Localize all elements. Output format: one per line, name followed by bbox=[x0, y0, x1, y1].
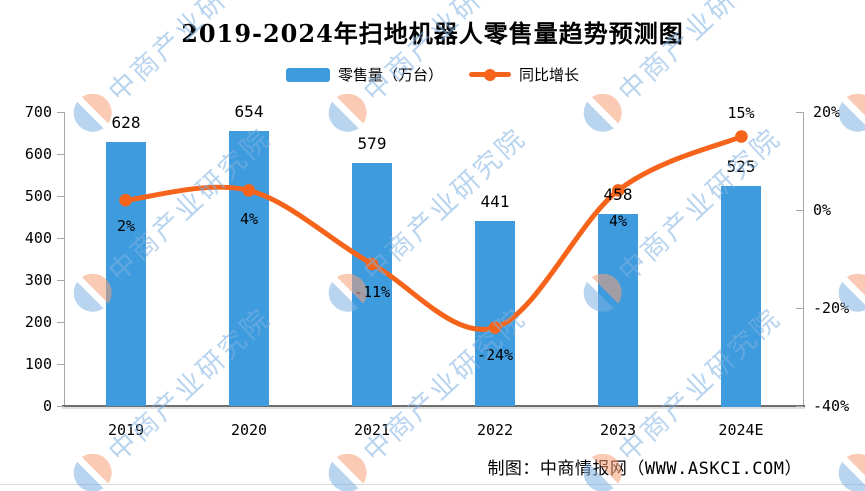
growth-line bbox=[123, 134, 744, 332]
value-label-2020: 654 bbox=[234, 102, 264, 121]
left-axis-tick-label: 500 bbox=[24, 187, 52, 205]
bar-2022 bbox=[475, 221, 515, 406]
left-axis-tick-label: 100 bbox=[24, 355, 52, 373]
bar-2020 bbox=[229, 131, 269, 406]
x-axis-label-2021: 2021 bbox=[353, 421, 391, 439]
left-axis-tick-label: 200 bbox=[24, 313, 52, 331]
right-axis-tick-label: -40% bbox=[813, 397, 850, 415]
right-axis-tick-label: 0% bbox=[813, 201, 832, 219]
right-axis-tick-label: 20% bbox=[813, 103, 841, 121]
legend-item-retail-volume[interactable]: 零售量（万台） bbox=[285, 64, 443, 85]
pct-label-2019: 2% bbox=[116, 217, 136, 235]
watermark-logo-icon bbox=[838, 453, 865, 491]
left-axis-tick bbox=[57, 322, 64, 323]
chart-title: 2019-2024年扫地机器人零售量趋势预测图 bbox=[181, 19, 684, 48]
right-axis-tick-label: -20% bbox=[813, 299, 850, 317]
left-axis-line bbox=[64, 112, 65, 406]
pct-label-2022: -24% bbox=[476, 346, 514, 364]
legend-label-yoy-growth: 同比增长 bbox=[519, 66, 580, 84]
x-axis-line bbox=[62, 405, 805, 407]
left-axis-tick bbox=[57, 280, 64, 281]
bar-2024E bbox=[721, 186, 761, 407]
left-axis-tick bbox=[57, 364, 64, 365]
watermark-logo-icon bbox=[328, 93, 367, 132]
right-axis-tick bbox=[796, 112, 803, 113]
watermark-logo-icon bbox=[73, 453, 112, 491]
line-series-swatch-icon bbox=[469, 68, 511, 81]
chart-legend: 零售量（万台） 同比增长 bbox=[0, 64, 865, 85]
value-label-2022: 441 bbox=[480, 192, 510, 211]
right-axis-line bbox=[803, 112, 804, 406]
watermark-logo-icon bbox=[583, 93, 622, 132]
left-axis-tick-label: 0 bbox=[42, 397, 52, 415]
left-axis-tick bbox=[57, 112, 64, 113]
left-axis-tick bbox=[57, 238, 64, 239]
pct-label-2020: 4% bbox=[239, 210, 259, 228]
legend-item-yoy-growth[interactable]: 同比增长 bbox=[469, 64, 579, 85]
left-axis-tick bbox=[57, 406, 64, 407]
bar-series-swatch-icon bbox=[285, 67, 330, 82]
left-axis-tick-label: 600 bbox=[24, 145, 52, 163]
source-credit: 制图：中商情报网（WWW.ASKCI.COM） bbox=[487, 459, 802, 479]
left-axis-tick bbox=[57, 154, 64, 155]
left-axis-tick bbox=[57, 196, 64, 197]
bar-2023 bbox=[598, 214, 638, 406]
right-axis-tick bbox=[796, 308, 803, 309]
x-axis-label-2020: 2020 bbox=[230, 421, 268, 439]
right-axis-tick bbox=[796, 210, 803, 211]
left-axis-tick-label: 400 bbox=[24, 229, 52, 247]
x-axis-label-2022: 2022 bbox=[476, 421, 514, 439]
value-label-2024E: 525 bbox=[726, 157, 756, 176]
x-axis-label-2019: 2019 bbox=[107, 421, 145, 439]
pct-label-2023: 4% bbox=[608, 212, 628, 230]
right-axis-tick bbox=[796, 406, 803, 407]
pct-label-2024E: 15% bbox=[727, 104, 755, 122]
left-axis-tick-label: 700 bbox=[24, 103, 52, 121]
value-label-2023: 458 bbox=[603, 185, 633, 204]
left-axis-tick-label: 300 bbox=[24, 271, 52, 289]
x-axis-label-2024E: 2024E bbox=[718, 421, 764, 439]
bottom-divider bbox=[0, 484, 865, 485]
pct-label-2021: -11% bbox=[353, 283, 391, 301]
watermark-logo-icon bbox=[328, 453, 367, 491]
value-label-2021: 579 bbox=[357, 134, 387, 153]
legend-label-retail-volume: 零售量（万台） bbox=[337, 66, 443, 84]
line-point-2024E bbox=[735, 130, 748, 143]
value-label-2019: 628 bbox=[111, 113, 141, 132]
x-axis-label-2023: 2023 bbox=[599, 421, 637, 439]
bar-2019 bbox=[106, 142, 146, 406]
watermark: 中商产业研究院 bbox=[830, 297, 865, 491]
